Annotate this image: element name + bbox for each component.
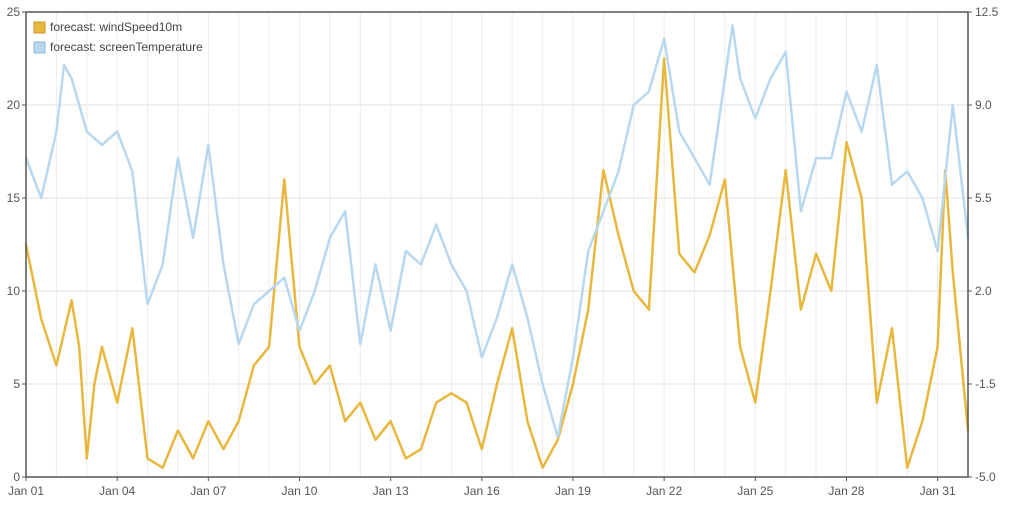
legend-swatch-temperature xyxy=(33,41,46,54)
y-left-tick-label: 10 xyxy=(7,284,21,298)
grid-layer xyxy=(26,12,968,477)
x-tick-label: Jan 19 xyxy=(555,484,591,498)
legend-label-temperature: forecast: screenTemperature xyxy=(50,40,203,54)
x-tick-label: Jan 07 xyxy=(190,484,226,498)
legend-label-wind: forecast: windSpeed10m xyxy=(50,20,182,34)
series-line-screen-temperature xyxy=(24,24,970,439)
y-left-tick-label: 5 xyxy=(13,377,20,391)
y-right-tick-label: 2.0 xyxy=(975,284,992,298)
x-tick-label: Jan 28 xyxy=(828,484,864,498)
series-layer xyxy=(24,24,970,469)
series-line-wind-speed xyxy=(24,57,970,469)
x-tick-label: Jan 22 xyxy=(646,484,682,498)
y-right-tick-label: 5.5 xyxy=(975,191,992,205)
x-tick-label: Jan 31 xyxy=(920,484,956,498)
x-tick-label: Jan 25 xyxy=(737,484,773,498)
y-right-tick-label: 12.5 xyxy=(975,5,999,19)
y-right-tick-label: -1.5 xyxy=(975,377,996,391)
legend: forecast: windSpeed10m forecast: screenT… xyxy=(33,20,203,54)
legend-swatch-wind xyxy=(33,21,46,34)
plot-frame xyxy=(25,11,969,478)
x-tick-label: Jan 16 xyxy=(464,484,500,498)
x-tick-label: Jan 01 xyxy=(8,484,44,498)
axis-layer: 0 5 10 15 20 25 -5.0 -1.5 2.0 5.5 9.0 12.5 Jan 01 Jan… xyxy=(7,5,999,498)
y-left-tick-label: 0 xyxy=(13,470,20,484)
y-right-tick-label: -5.0 xyxy=(975,470,996,484)
x-tick-label: Jan 13 xyxy=(373,484,409,498)
x-tick-label: Jan 04 xyxy=(99,484,135,498)
y-left-tick-label: 15 xyxy=(7,191,21,205)
x-tick-label: Jan 10 xyxy=(281,484,317,498)
y-left-tick-label: 20 xyxy=(7,98,21,112)
y-left-tick-label: 25 xyxy=(7,5,21,19)
y-right-tick-label: 9.0 xyxy=(975,98,992,112)
